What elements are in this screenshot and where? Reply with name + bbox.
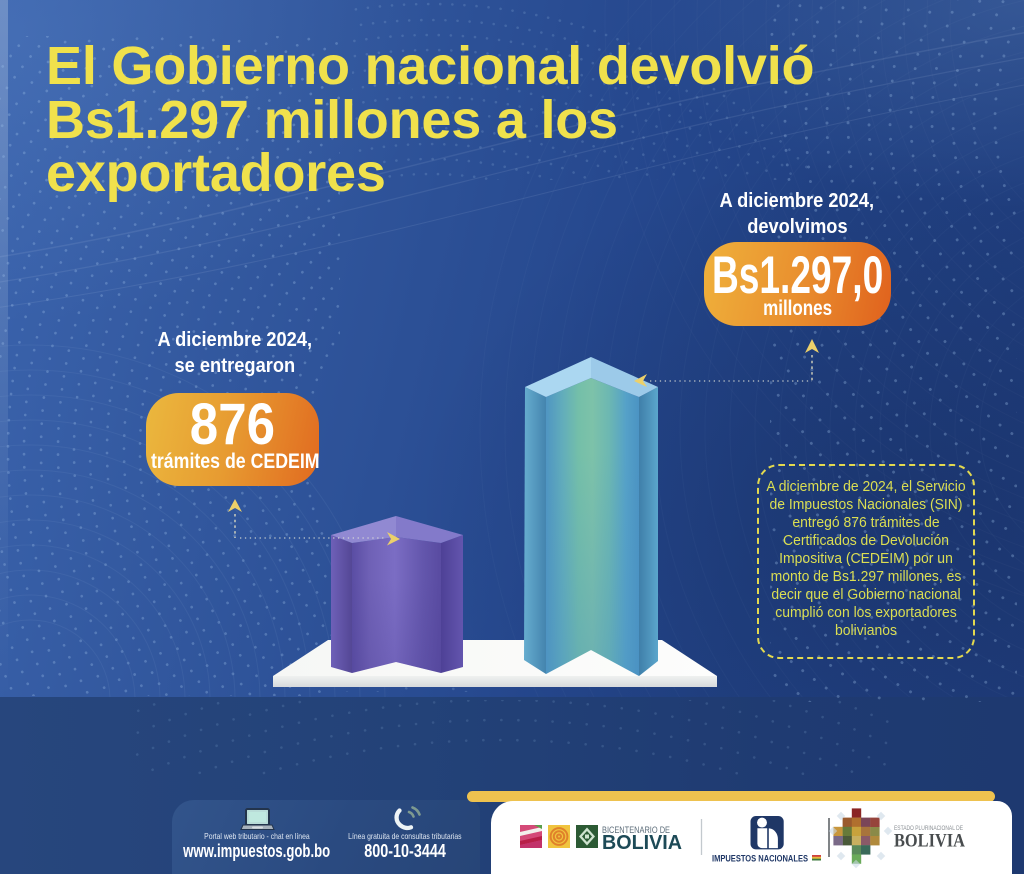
svg-text:BOLIVIA: BOLIVIA — [602, 832, 682, 854]
svg-text:ESTADO PLURINACIONAL DE: ESTADO PLURINACIONAL DE — [894, 825, 963, 832]
svg-text:BOLIVIA: BOLIVIA — [894, 832, 966, 852]
svg-text:IMPUESTOS NACIONALES: IMPUESTOS NACIONALES — [712, 854, 808, 864]
svg-text:BICENTENARIO DE: BICENTENARIO DE — [602, 825, 670, 835]
